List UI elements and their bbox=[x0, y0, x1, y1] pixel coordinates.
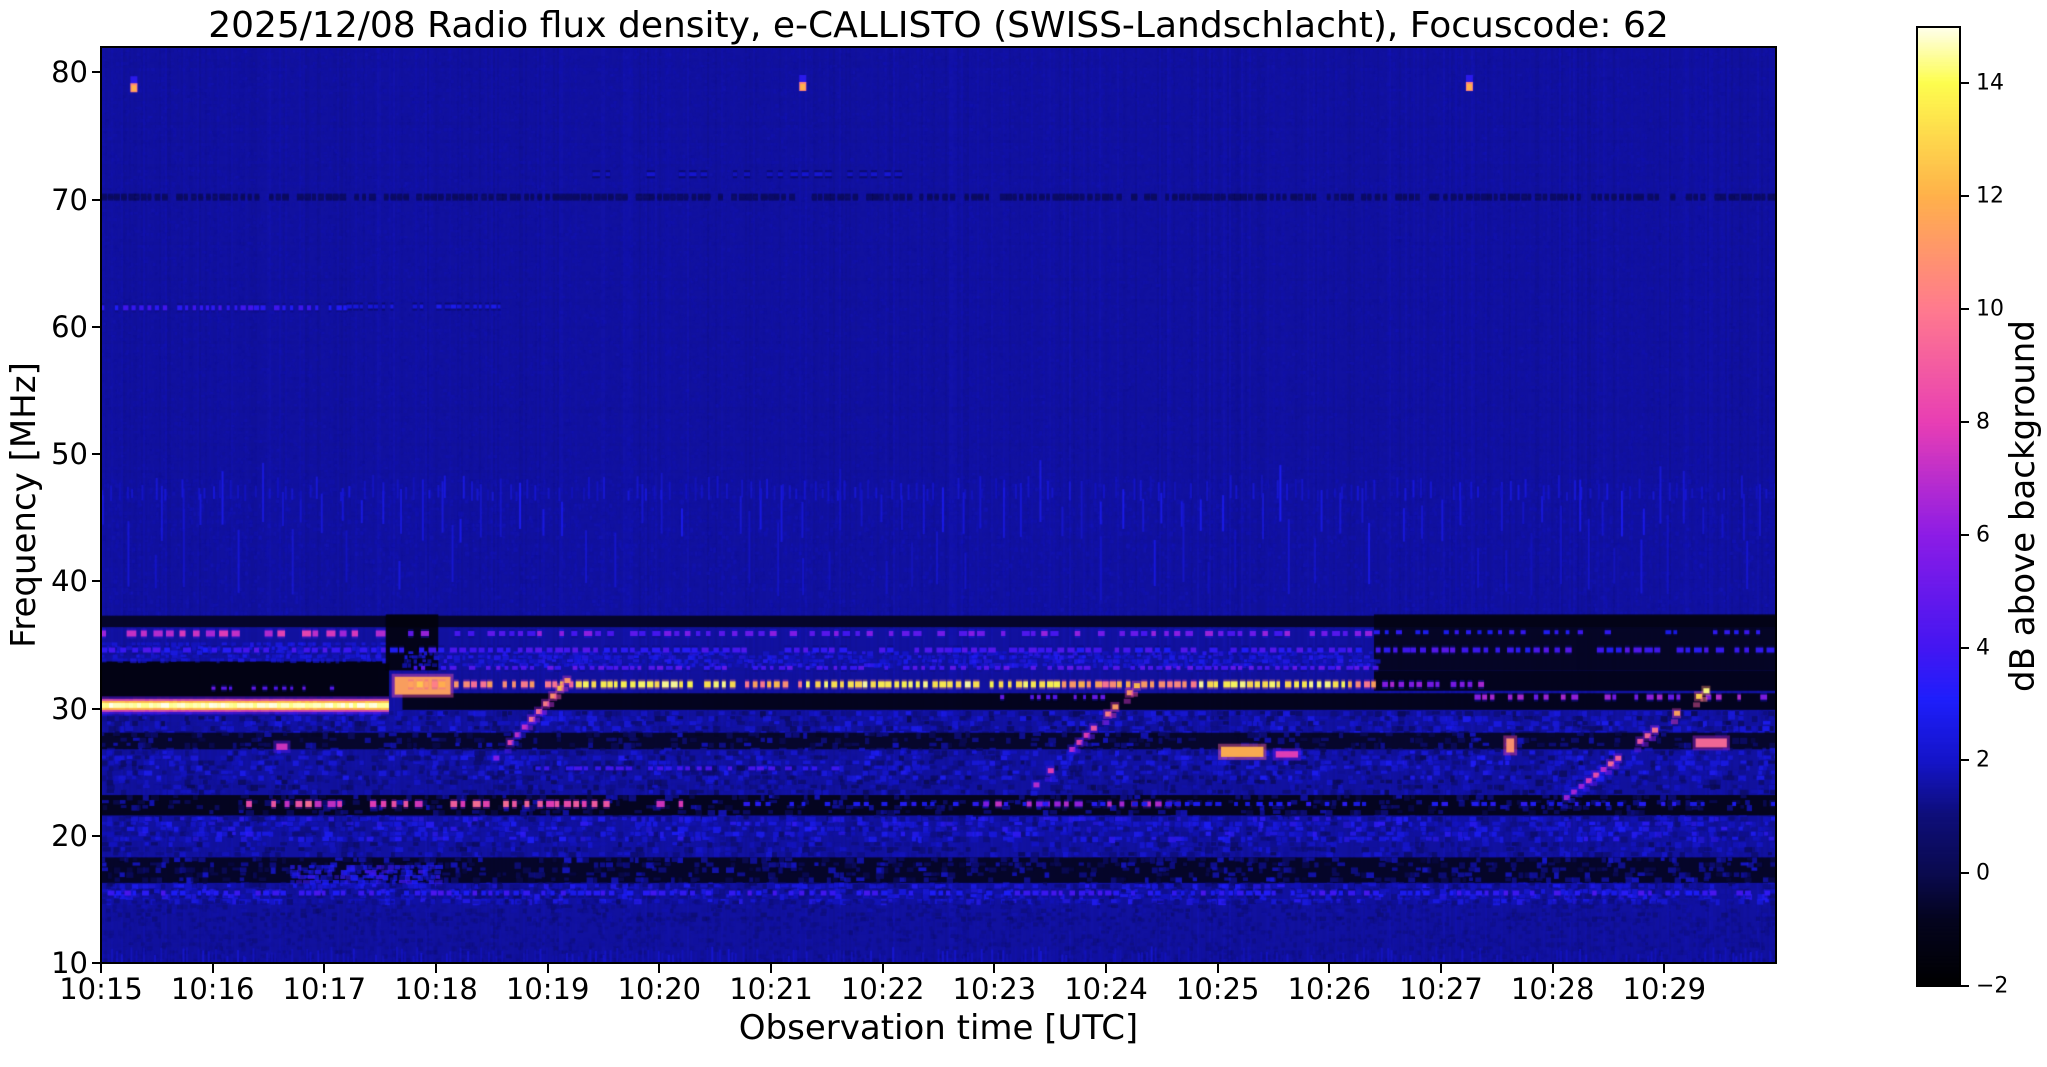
x-tick-mark bbox=[1328, 963, 1331, 973]
y-tick-mark bbox=[92, 325, 101, 328]
colorbar-tick-label: 0 bbox=[1976, 860, 1990, 886]
x-tick-label: 10:26 bbox=[1287, 972, 1372, 1006]
colorbar-tick-mark bbox=[1961, 195, 1969, 198]
x-tick-label: 10:18 bbox=[394, 972, 478, 1006]
y-tick-label: 70 bbox=[51, 182, 88, 217]
colorbar-tick-mark bbox=[1961, 646, 1969, 649]
x-tick-mark bbox=[993, 963, 996, 973]
y-tick-mark bbox=[92, 71, 101, 74]
colorbar-tick-mark bbox=[1961, 308, 1969, 311]
x-tick-label: 10:23 bbox=[952, 972, 1037, 1006]
colorbar-label: dB above background bbox=[2003, 320, 2043, 692]
x-tick-mark bbox=[435, 963, 437, 973]
x-tick-mark bbox=[1440, 963, 1442, 973]
x-tick-label: 10:29 bbox=[1622, 972, 1707, 1006]
x-tick-mark bbox=[1216, 963, 1219, 973]
x-tick-mark bbox=[211, 963, 214, 973]
colorbar-tick-mark bbox=[1961, 533, 1969, 536]
colorbar-tick-label: 8 bbox=[1976, 409, 1990, 435]
colorbar bbox=[1917, 27, 1960, 986]
colorbar-tick-label: 4 bbox=[1976, 635, 1990, 661]
colorbar-tick-mark bbox=[1961, 872, 1969, 875]
x-tick-mark bbox=[1663, 963, 1666, 973]
x-tick-label: 10:17 bbox=[282, 972, 367, 1006]
colorbar-tick-label: 10 bbox=[1976, 296, 2004, 322]
y-tick-label: 30 bbox=[51, 691, 88, 726]
y-tick-mark bbox=[92, 834, 101, 837]
colorbar-tick-label: 14 bbox=[1976, 70, 2004, 96]
x-tick-mark bbox=[1551, 963, 1554, 973]
colorbar-tick-mark bbox=[1961, 420, 1969, 423]
x-tick-label: 10:27 bbox=[1399, 972, 1483, 1006]
x-tick-mark bbox=[323, 963, 326, 973]
y-tick-mark bbox=[92, 962, 101, 964]
y-tick-label: 50 bbox=[51, 437, 88, 472]
colorbar-tick-mark bbox=[1961, 759, 1969, 762]
x-tick-label: 10:28 bbox=[1510, 972, 1595, 1006]
y-tick-label: 80 bbox=[51, 55, 88, 90]
colorbar-tick-mark bbox=[1961, 82, 1969, 85]
y-axis-label: Frequency [MHz] bbox=[4, 362, 44, 648]
x-tick-mark bbox=[1105, 963, 1107, 973]
spectrogram-canvas bbox=[101, 47, 1776, 963]
colorbar-tick-mark bbox=[1961, 985, 1969, 987]
x-tick-label: 10:22 bbox=[840, 972, 925, 1006]
x-tick-mark bbox=[100, 963, 102, 973]
x-tick-label: 10:25 bbox=[1175, 972, 1260, 1006]
x-tick-label: 10:19 bbox=[505, 972, 590, 1006]
x-tick-label: 10:16 bbox=[170, 972, 255, 1006]
colorbar-tick-label: 12 bbox=[1976, 183, 2004, 209]
x-tick-mark bbox=[881, 963, 884, 973]
x-tick-label: 10:24 bbox=[1064, 972, 1148, 1006]
x-tick-label: 10:15 bbox=[59, 972, 143, 1006]
x-tick-mark bbox=[658, 963, 661, 973]
colorbar-tick-label: 6 bbox=[1976, 522, 1990, 548]
y-tick-mark bbox=[92, 580, 101, 583]
x-axis-label: Observation time [UTC] bbox=[738, 1008, 1139, 1048]
y-tick-mark bbox=[92, 453, 101, 456]
y-tick-mark bbox=[92, 198, 101, 201]
y-tick-mark bbox=[92, 707, 101, 710]
x-tick-label: 10:20 bbox=[617, 972, 702, 1006]
y-tick-label: 60 bbox=[51, 309, 88, 344]
y-tick-label: 40 bbox=[51, 564, 88, 599]
spectrogram-plot bbox=[101, 47, 1776, 963]
chart-title: 2025/12/08 Radio flux density, e-CALLIST… bbox=[208, 5, 1669, 46]
x-tick-mark bbox=[770, 963, 772, 973]
colorbar-tick-label: 2 bbox=[1976, 747, 1990, 773]
x-tick-label: 10:21 bbox=[729, 972, 813, 1006]
colorbar-canvas bbox=[1917, 27, 1960, 986]
colorbar-tick-label: −2 bbox=[1976, 973, 2009, 999]
y-tick-label: 10 bbox=[51, 946, 88, 980]
y-tick-label: 20 bbox=[51, 818, 88, 853]
x-tick-mark bbox=[546, 963, 549, 973]
